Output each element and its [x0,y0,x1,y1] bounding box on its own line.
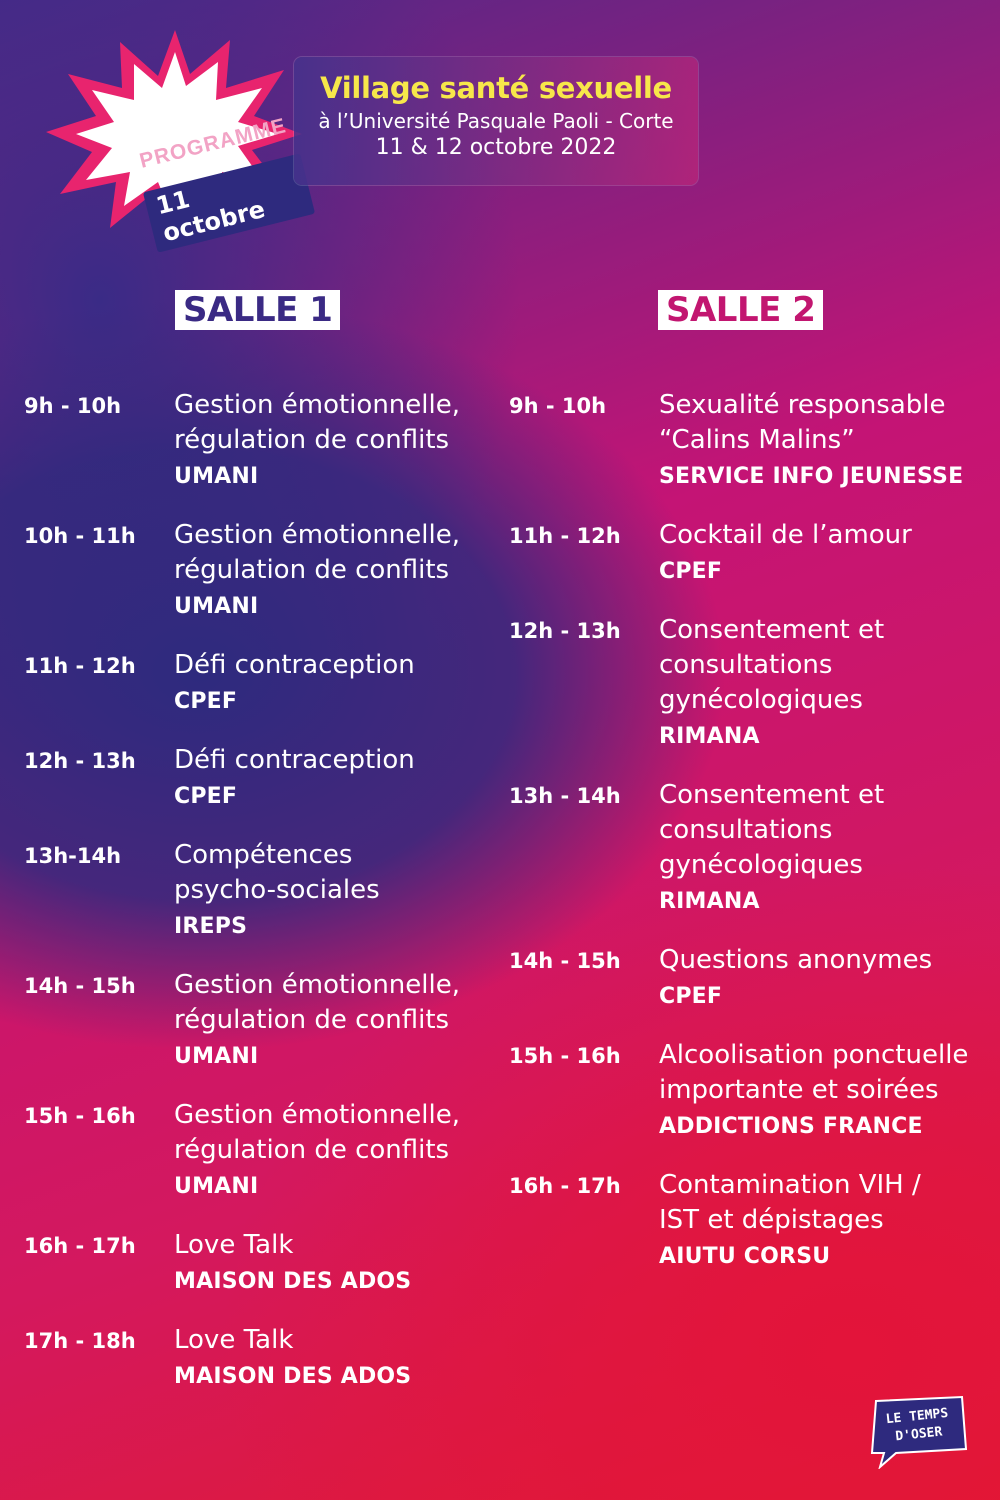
schedule-slot: 17h - 18h Love Talk MAISON DES ADOS [24,1323,504,1418]
slot-title: Gestion émotionnelle, régulation de conf… [174,1100,460,1165]
slot-time: 12h - 13h [24,749,136,773]
schedule-slot: 15h - 16h Alcoolisation ponctuelle impor… [509,1038,994,1168]
slot-organizer: CPEF [659,559,723,584]
event-header: Village santé sexuelle à l’Université Pa… [294,57,698,185]
slot-organizer: UMANI [174,1174,259,1199]
schedule-slot: 12h - 13h Défi contraception CPEF [24,743,504,838]
schedule-slot: 13h-14h Compétences psycho-sociales IREP… [24,838,504,968]
room-2-schedule: 9h - 10h Sexualité responsable “Calins M… [509,388,994,1298]
slot-time: 15h - 16h [509,1044,621,1068]
slot-title: Consentement et consultations gynécologi… [659,615,885,715]
schedule-slot: 15h - 16h Gestion émotionnelle, régulati… [24,1098,504,1228]
slot-time: 15h - 16h [24,1104,136,1128]
event-title: Village santé sexuelle [320,71,672,105]
room-2-label: SALLE 2 [658,290,824,330]
slot-title: Gestion émotionnelle, régulation de conf… [174,970,460,1035]
slot-title: Sexualité responsable “Calins Malins” [659,390,946,455]
slot-time: 16h - 17h [509,1174,621,1198]
slot-title: Alcoolisation ponctuelle importante et s… [659,1040,969,1105]
slot-time: 16h - 17h [24,1234,136,1258]
slot-time: 9h - 10h [509,394,607,418]
room-1-label: SALLE 1 [175,290,341,330]
speech-bubble-icon [870,1395,968,1469]
schedule-slot: 11h - 12h Cocktail de l’amour CPEF [509,518,994,613]
slot-organizer: UMANI [174,594,259,619]
slot-organizer: CPEF [174,784,238,809]
slot-organizer: RIMANA [659,889,760,914]
slot-title: Gestion émotionnelle, régulation de conf… [174,520,460,585]
event-place: à l’Université Pasquale Paoli - Corte [318,109,674,133]
slot-title: Questions anonymes [659,945,933,975]
slot-title: Gestion émotionnelle, régulation de conf… [174,390,460,455]
slot-organizer: MAISON DES ADOS [174,1364,412,1389]
slot-title: Compétences psycho-sociales [174,840,380,905]
schedule-slot: 14h - 15h Questions anonymes CPEF [509,943,994,1038]
slot-organizer: CPEF [659,984,723,1009]
schedule-slot: 11h - 12h Défi contraception CPEF [24,648,504,743]
slot-title: Contamination VIH / IST et dépistages [659,1170,921,1235]
slot-organizer: UMANI [174,464,259,489]
schedule-slot: 9h - 10h Sexualité responsable “Calins M… [509,388,994,518]
slot-title: Défi contraception [174,745,415,775]
slot-time: 17h - 18h [24,1329,136,1353]
schedule-slot: 12h - 13h Consentement et consultations … [509,613,994,778]
slot-organizer: MAISON DES ADOS [174,1269,412,1294]
slot-time: 11h - 12h [509,524,621,548]
schedule-slot: 14h - 15h Gestion émotionnelle, régulati… [24,968,504,1098]
schedule-slot: 9h - 10h Gestion émotionnelle, régulatio… [24,388,504,518]
slot-title: Défi contraception [174,650,415,680]
starburst-shape [46,30,302,236]
slot-organizer: CPEF [174,689,238,714]
slot-title: Love Talk [174,1325,294,1355]
slot-organizer: ADDICTIONS FRANCE [659,1114,923,1139]
slot-organizer: SERVICE INFO JEUNESSE [659,464,964,489]
slot-title: Love Talk [174,1230,294,1260]
programme-badge: PROGRAMME 11 octobre [40,22,316,253]
schedule-slot: 16h - 17h Love Talk MAISON DES ADOS [24,1228,504,1323]
slot-time: 9h - 10h [24,394,122,418]
slot-time: 14h - 15h [24,974,136,998]
event-dates: 11 & 12 octobre 2022 [375,135,617,160]
slot-time: 13h - 14h [509,784,621,808]
schedule-slot: 13h - 14h Consentement et consultations … [509,778,994,943]
slot-time: 12h - 13h [509,619,621,643]
slot-time: 13h-14h [24,844,122,868]
schedule-slot: 10h - 11h Gestion émotionnelle, régulati… [24,518,504,648]
slot-time: 11h - 12h [24,654,136,678]
slot-title: Consentement et consultations gynécologi… [659,780,885,880]
slot-organizer: RIMANA [659,724,760,749]
slot-title: Cocktail de l’amour [659,520,912,550]
le-temps-doser-logo: LE TEMPS D'OSER [866,1395,968,1469]
slot-time: 14h - 15h [509,949,621,973]
room-1-schedule: 9h - 10h Gestion émotionnelle, régulatio… [24,388,504,1418]
slot-organizer: AIUTU CORSU [659,1244,831,1269]
slot-organizer: IREPS [174,914,248,939]
schedule-slot: 16h - 17h Contamination VIH / IST et dép… [509,1168,994,1298]
slot-organizer: UMANI [174,1044,259,1069]
slot-time: 10h - 11h [24,524,136,548]
